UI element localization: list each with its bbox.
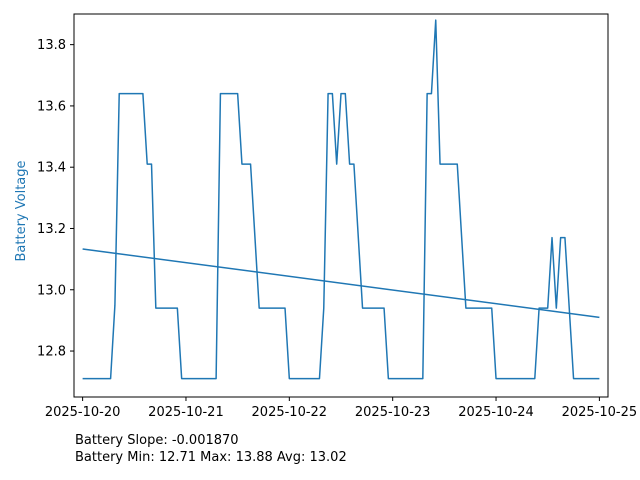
x-tick-label: 2025-10-21 [148,405,224,420]
x-tick-label: 2025-10-22 [252,405,328,420]
x-tick-label: 2025-10-25 [562,405,638,420]
x-tick-label: 2025-10-24 [458,405,534,420]
y-tick-label: 13.2 [37,222,66,237]
x-tick-label: 2025-10-23 [355,405,431,420]
plot-background [74,14,608,397]
x-tick-label: 2025-10-20 [45,405,121,420]
y-tick-label: 13.4 [37,161,66,176]
y-tick-label: 12.8 [37,345,66,360]
ticks-layer: 2025-10-20 2025-10-21 2025-10-22 2025-10-23… [37,38,637,420]
y-axis-label: Battery Voltage [14,160,29,261]
plot-frame [73,13,609,398]
series-layer [82,19,600,380]
y-tick-label: 13.8 [37,38,66,53]
range-stat: Battery Min: 12.71 Max: 13.88 Avg: 13.02 [75,450,347,465]
trend-line [82,248,600,319]
slope-stat: Battery Slope: -0.001870 [75,433,239,448]
y-tick-label: 13.0 [37,283,66,298]
y-tick-label: 13.6 [37,99,66,114]
battery-voltage-line [82,19,600,380]
